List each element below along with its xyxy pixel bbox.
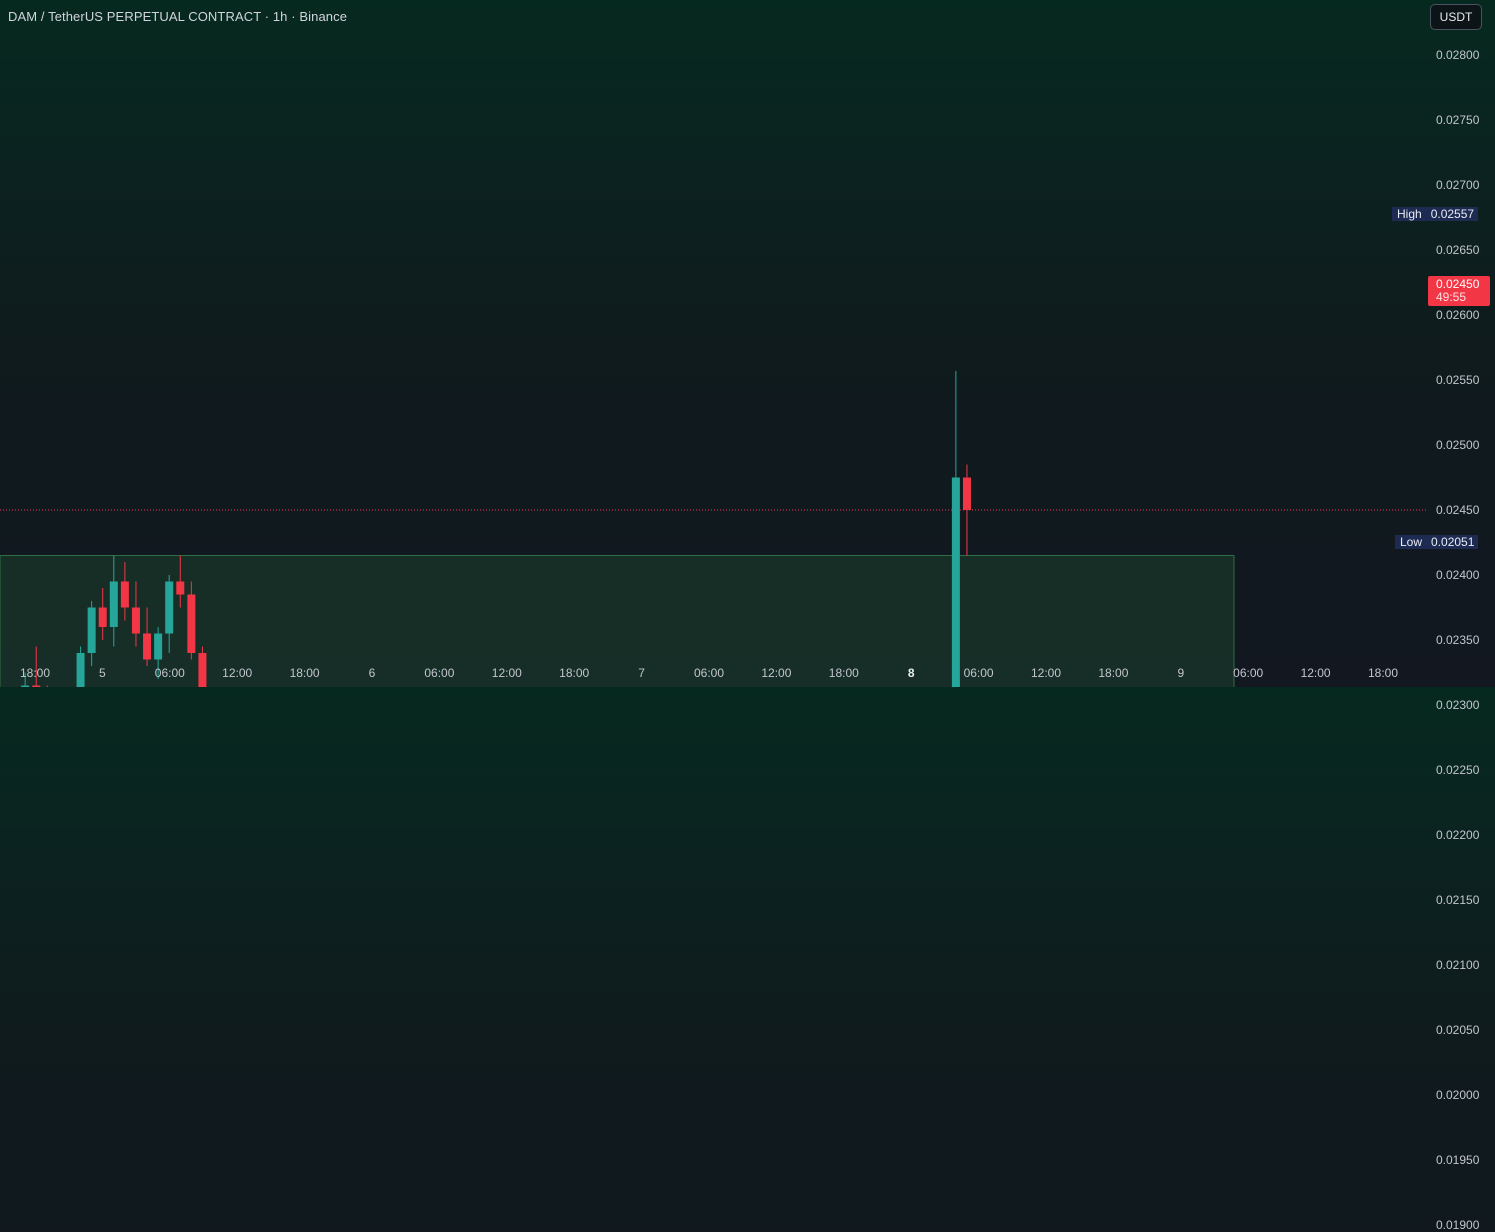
- time-axis-label: 6: [368, 666, 376, 680]
- high-badge-value: 0.02557: [1426, 206, 1479, 221]
- candle: [165, 575, 174, 653]
- candle: [154, 627, 163, 679]
- price-axis-label: 0.02400: [1436, 568, 1480, 582]
- candle-body: [131, 607, 140, 634]
- candle-countdown: 49:55: [1436, 290, 1467, 304]
- price-axis-label: 0.02050: [1436, 1023, 1480, 1037]
- candle: [951, 370, 960, 687]
- current-price-value: 0.02450: [1436, 277, 1480, 291]
- time-axis-label: 7: [638, 666, 645, 680]
- candle-body: [951, 477, 960, 687]
- time-axis-label: 12:00: [491, 666, 522, 680]
- time-axis-label: 18:00: [559, 666, 590, 680]
- price-axis-label: 0.02350: [1436, 633, 1480, 647]
- high-price-badge: High 0.02557: [1392, 205, 1479, 222]
- candle-body: [143, 633, 152, 660]
- price-axis-label: 0.02150: [1436, 893, 1480, 907]
- price-axis-label: 0.02550: [1436, 373, 1480, 387]
- price-axis-label: 0.02250: [1436, 763, 1480, 777]
- price-axis-label: 0.02500: [1436, 438, 1480, 452]
- time-axis-label: 06:00: [424, 666, 455, 680]
- candle: [131, 581, 140, 647]
- candle-body: [187, 594, 196, 653]
- time-axis-label: 06:00: [693, 666, 725, 680]
- candle: [109, 555, 118, 647]
- chart-title: DAM / TetherUS PERPETUAL CONTRACT · 1h ·…: [8, 9, 348, 24]
- candle-body: [176, 581, 185, 595]
- candle: [98, 588, 107, 640]
- candle-body: [120, 581, 129, 608]
- time-axis-label: 06:00: [963, 666, 994, 680]
- candle-body: [962, 477, 971, 510]
- candle-body: [87, 607, 96, 653]
- price-axis-label: 0.02650: [1436, 243, 1480, 257]
- price-axis-label: 0.02600: [1436, 308, 1480, 322]
- time-axis-label: 12:00: [222, 666, 253, 680]
- time-axis-label: 18:00: [19, 666, 51, 680]
- candle: [198, 646, 207, 687]
- chart-plot-area[interactable]: [0, 0, 1495, 687]
- time-axis-label: 5: [99, 666, 106, 680]
- low-badge-label: Low: [1395, 534, 1428, 549]
- candle: [143, 607, 152, 666]
- price-axis-label: 0.02450: [1436, 503, 1480, 517]
- time-axis-label: 12:00: [1030, 666, 1062, 680]
- candle-body: [165, 581, 174, 634]
- time-axis-label: 8: [907, 666, 915, 680]
- price-axis-label: 0.01950: [1436, 1153, 1480, 1167]
- price-axis-label: 0.02700: [1436, 178, 1480, 192]
- candle: [962, 464, 971, 556]
- candle: [187, 581, 196, 660]
- low-price-badge: Low 0.02051: [1395, 533, 1479, 550]
- time-axis-label: 18:00: [289, 666, 320, 680]
- candle-body: [109, 581, 118, 627]
- price-axis-label: 0.02750: [1436, 113, 1480, 127]
- candle-body: [198, 653, 207, 687]
- price-axis-label: 0.01900: [1436, 1218, 1480, 1232]
- candle-body: [98, 607, 107, 627]
- high-badge-label: High: [1392, 206, 1427, 221]
- candle: [120, 562, 129, 621]
- price-axis-label: 0.02000: [1436, 1088, 1480, 1102]
- time-axis-label: 18:00: [1367, 666, 1399, 680]
- price-axis-label: 0.02200: [1436, 828, 1480, 842]
- candle: [87, 601, 96, 666]
- time-axis-label: 06:00: [154, 666, 185, 680]
- time-axis-label: 06:00: [1233, 666, 1264, 680]
- candle-body: [32, 685, 41, 687]
- currency-button[interactable]: USDT: [1430, 4, 1482, 30]
- time-axis-label: 12:00: [761, 666, 792, 680]
- time-axis-label: 18:00: [1098, 666, 1129, 680]
- candle-body: [154, 633, 163, 660]
- candle: [21, 672, 30, 687]
- price-axis-label: 0.02100: [1436, 958, 1480, 972]
- candle-body: [76, 653, 85, 687]
- candlestick-series: [21, 370, 971, 687]
- time-axis-label: 12:00: [1300, 666, 1331, 680]
- candle: [176, 555, 185, 608]
- low-badge-value: 0.02051: [1427, 534, 1479, 549]
- candle-body: [21, 685, 30, 687]
- time-axis-label: 18:00: [828, 666, 859, 680]
- time-axis-label: 9: [1177, 666, 1185, 680]
- candle: [32, 646, 41, 687]
- candle: [76, 646, 85, 687]
- price-axis-label: 0.02800: [1436, 48, 1480, 62]
- price-axis-label: 0.02300: [1436, 698, 1480, 712]
- current-price-badge: 0.02450 49:55: [1428, 276, 1490, 306]
